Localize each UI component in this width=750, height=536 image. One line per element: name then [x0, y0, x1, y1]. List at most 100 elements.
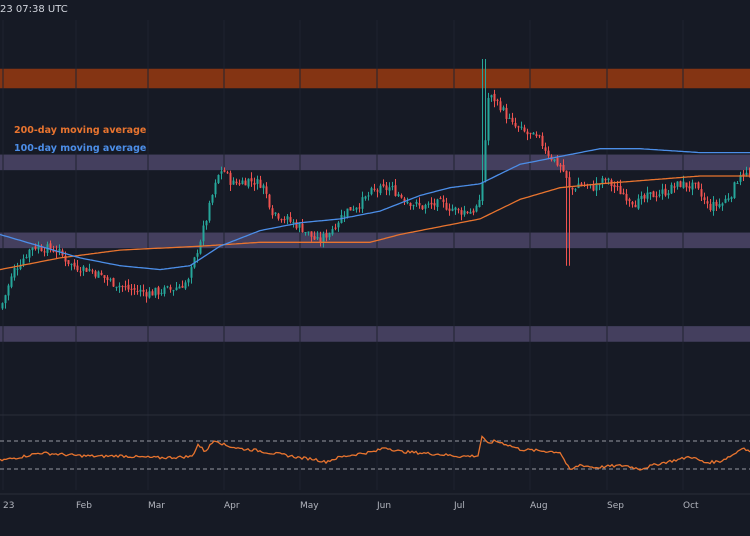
candle-body	[391, 186, 394, 188]
candle-body	[556, 157, 559, 166]
candle-body	[100, 272, 103, 275]
candle-body	[733, 182, 736, 198]
candle-body	[451, 208, 454, 211]
candle-body	[676, 181, 679, 187]
candle-body	[670, 184, 673, 194]
candle-body	[406, 201, 409, 204]
candle-body	[220, 171, 223, 174]
candle-body	[463, 210, 466, 215]
candle-body	[364, 196, 367, 199]
candle-body	[121, 286, 124, 288]
candle-body	[478, 199, 481, 208]
candle-body	[433, 203, 436, 206]
candle-body	[238, 183, 241, 185]
candle-body	[682, 181, 685, 188]
candle-body	[394, 185, 397, 196]
candle-body	[58, 249, 61, 252]
candle-body	[469, 212, 472, 214]
candle-body	[553, 159, 556, 162]
candle-body	[7, 285, 10, 296]
candle-body	[226, 172, 229, 174]
candle-body	[79, 271, 82, 273]
candle-body	[115, 286, 118, 288]
candle-body	[427, 203, 430, 205]
candle-body	[742, 173, 745, 177]
candle-body	[559, 164, 562, 167]
candle-body	[265, 186, 268, 194]
candle-body	[25, 257, 28, 259]
candle-body	[274, 212, 277, 214]
candle-body	[262, 185, 265, 189]
candle-body	[328, 233, 331, 238]
candle-body	[211, 194, 214, 203]
candle-body	[526, 131, 529, 135]
candle-body	[457, 209, 460, 211]
candle-body	[34, 246, 37, 250]
candle-body	[454, 207, 457, 210]
candle-body	[544, 147, 547, 151]
candle-body	[511, 117, 514, 122]
candle-body	[133, 288, 136, 290]
candle-body	[292, 221, 295, 223]
candle-body	[442, 199, 445, 202]
x-tick-label-0: 23	[3, 501, 14, 511]
candle-body	[736, 182, 739, 184]
candle-body	[397, 194, 400, 197]
ma100-line	[0, 148, 750, 271]
candle-body	[244, 180, 247, 186]
candle-body	[118, 285, 121, 288]
candle-body	[112, 278, 115, 287]
x-tick-label-6: Jul	[453, 501, 465, 511]
candle-body	[103, 275, 106, 278]
candle-body	[421, 205, 424, 210]
candle-body	[16, 268, 19, 270]
candle-body	[127, 284, 130, 290]
candle-body	[400, 195, 403, 198]
candle-body	[37, 246, 40, 250]
candle-body	[64, 255, 67, 262]
candle-body	[739, 175, 742, 182]
candle-body	[163, 287, 166, 294]
candle-body	[1, 303, 4, 309]
candle-body	[40, 247, 43, 252]
candle-body	[259, 179, 262, 188]
candle-body	[466, 211, 469, 214]
candle-body	[622, 192, 625, 195]
candle-body	[505, 107, 508, 119]
candle-body	[85, 268, 88, 272]
candle-body	[664, 188, 667, 196]
candle-body	[109, 279, 112, 281]
candle-body	[223, 170, 226, 172]
candle-body	[43, 251, 46, 253]
x-tick-label-3: Apr	[224, 501, 240, 511]
candle-body	[151, 291, 154, 296]
x-tick-label-9: Oct	[683, 501, 699, 511]
time-axis: 23 Feb Mar Apr May Jun Jul Aug Sep Oct	[3, 501, 699, 511]
candle-body	[175, 287, 178, 291]
zone-resistance-0	[0, 68, 750, 89]
candle-body	[307, 231, 310, 233]
candle-body	[208, 202, 211, 221]
candle-body	[382, 184, 385, 187]
candle-body	[703, 197, 706, 200]
candle-body	[721, 203, 724, 206]
grid-group	[2, 20, 684, 490]
candle-body	[76, 265, 79, 271]
candle-body	[214, 182, 217, 195]
candle-body	[334, 227, 337, 229]
candle-body	[304, 231, 307, 233]
candle-body	[418, 203, 421, 206]
candle-body	[106, 277, 109, 280]
candle-body	[313, 236, 316, 240]
candle-body	[604, 179, 607, 181]
candle-body	[517, 126, 520, 128]
candle-body	[592, 184, 595, 191]
candle-body	[190, 267, 193, 278]
candle-body	[580, 183, 583, 186]
candle-body	[718, 204, 721, 208]
candle-body	[280, 219, 283, 221]
candle-body	[130, 288, 133, 290]
candle-body	[628, 199, 631, 202]
